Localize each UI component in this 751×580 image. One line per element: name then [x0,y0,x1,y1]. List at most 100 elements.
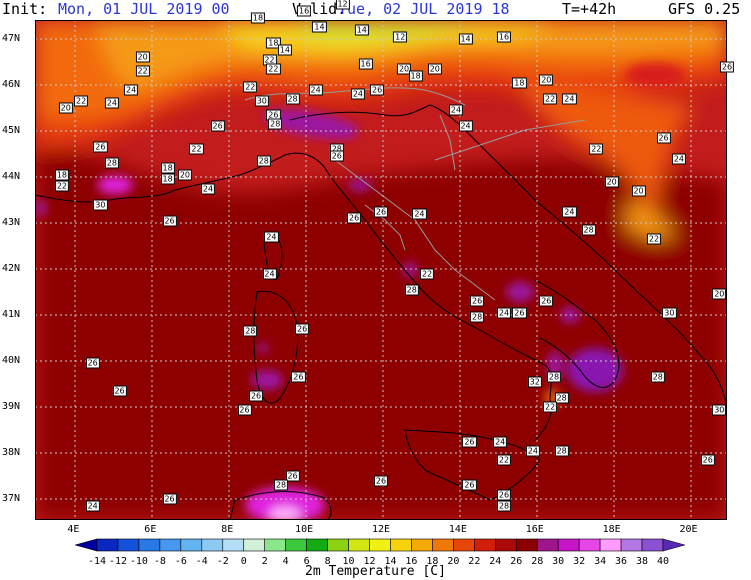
colorbar-swatch [411,538,433,552]
temperature-value-label: 26 [285,470,300,482]
temperature-value-label: 22 [74,95,89,107]
temperature-value-label: 16 [496,31,512,43]
colorbar-swatch [117,538,140,552]
longitude-label: 16E [525,524,544,535]
temperature-value-label: 20 [631,185,646,197]
temperature-value-label: 26 [462,436,477,448]
colorbar-tick-label: 12 [363,556,376,567]
colorbar-swatch [348,538,370,552]
colorbar-swatch [285,538,307,552]
temperature-value-label: 24 [124,84,139,96]
temperature-value-label: 26 [329,150,344,162]
temperature-value-label: 26 [470,295,485,307]
latitude-label: 46N [2,78,21,90]
temperature-value-label: 26 [112,385,127,397]
colorbar-tick-label: 36 [615,556,628,567]
temperature-value-label: 26 [656,132,671,144]
colorbar-swatch [222,538,245,552]
colorbar-swatch [474,538,496,552]
temperature-value-label: 28 [650,371,665,383]
temperature-value-label: 16 [358,58,373,70]
temperature-value-label: 26 [719,61,735,72]
longitude-label: 10E [295,524,314,535]
colorbar-swatch [494,538,517,552]
map-canvas [35,20,727,520]
temperature-value-label: 20 [58,102,73,114]
latitude-label: 42N [2,263,21,275]
temperature-value-label: 20 [604,176,619,188]
temperature-value-label: 24 [493,436,508,448]
temperature-value-label: 24 [262,268,277,280]
temperature-value-label: 28 [496,500,512,512]
temperature-value-label: 28 [581,224,596,236]
temperature-value-label: 22 [496,454,512,466]
colorbar-tick-label: 0 [240,556,247,567]
temperature-value-label: 20 [539,74,554,86]
temperature-value-label: 28 [404,284,419,296]
colorbar-tick-label: 30 [552,556,565,567]
temperature-value-label: 26 [248,390,264,402]
latitude-label: 40N [2,355,21,367]
temperature-value-label: 24 [458,120,473,132]
temperature-value-label: 26 [210,120,225,132]
temperature-value-label: 24 [264,231,279,243]
temperature-value-label: 30 [712,404,727,415]
colorbar-swatch [599,538,622,552]
temperature-value-label: 28 [554,392,569,404]
colorbar-min-arrow [75,538,98,552]
temperature-value-label: 20 [135,51,150,63]
temperature-value-label: 22 [543,401,558,413]
longitude-label: 14E [448,524,467,535]
forecast-lead: T=+42h [562,0,617,18]
temperature-value-label: 20 [427,63,442,75]
temperature-value-label: 18 [266,37,281,49]
colorbar-swatch [369,538,391,552]
colorbar-swatch [96,538,119,552]
temperature-value-label: 22 [54,180,69,192]
colorbar-swatch [453,538,475,552]
colorbar-tick-label: 4 [282,556,289,567]
temperature-value-label: 26 [373,206,389,218]
temperature-value-label: 30 [254,95,269,107]
temperature-value-label: 26 [512,307,527,319]
latitude-label: 41N [2,309,21,321]
temperature-value-label: 22 [420,268,435,280]
colorbar-swatch [306,538,328,552]
temperature-value-label: 26 [373,475,389,487]
colorbar-tick-label: 2 [261,556,268,567]
temperature-value-label: 26 [496,489,512,501]
temperature-value-label: 20 [396,63,412,75]
temperature-value-label: 26 [295,323,310,335]
temperature-value-label: 20 [712,288,727,300]
map-header: Init: Mon, 01 JUL 2019 00 Valid: Tue, 02… [0,0,751,20]
colorbar-tick-label: 28 [531,556,544,567]
temperature-value-label: 26 [237,404,252,415]
latitude-label: 43N [2,217,21,229]
colorbar-swatch [620,538,643,552]
longitude-label: 6E [144,524,157,535]
temperature-value-label: 24 [85,500,100,512]
colorbar-tick-label: -12 [108,556,127,567]
colorbar-tick-label: 32 [573,556,586,567]
temperature-value-label: 26 [162,215,177,227]
temperature-value-label: 30 [662,307,677,319]
temperature-value-label: 24 [562,206,577,218]
model-name: GFS 0.25 [668,0,741,18]
temperature-value-label: 26 [700,454,715,466]
latitude-label: 47N [2,32,21,44]
colorbar-swatch [432,538,454,552]
temperature-value-label: 26 [93,141,108,153]
temperature-value-label: 20 [177,169,193,181]
colorbar-swatch [557,538,580,552]
latitude-label: 44N [2,170,21,182]
latitude-label: 45N [2,124,21,136]
temperature-value-label: 18 [408,70,423,82]
temperature-value-label: 28 [470,311,485,323]
temperature-value-label: 24 [104,97,119,109]
temperature-value-label: 26 [346,212,362,224]
colorbar-tick-label: 16 [405,556,418,567]
temperature-value-label: 16 [297,5,312,17]
temperature-value-label: 12 [335,0,350,10]
colorbar-tick-label: 8 [324,556,331,567]
longitude-label: 4E [67,524,80,535]
